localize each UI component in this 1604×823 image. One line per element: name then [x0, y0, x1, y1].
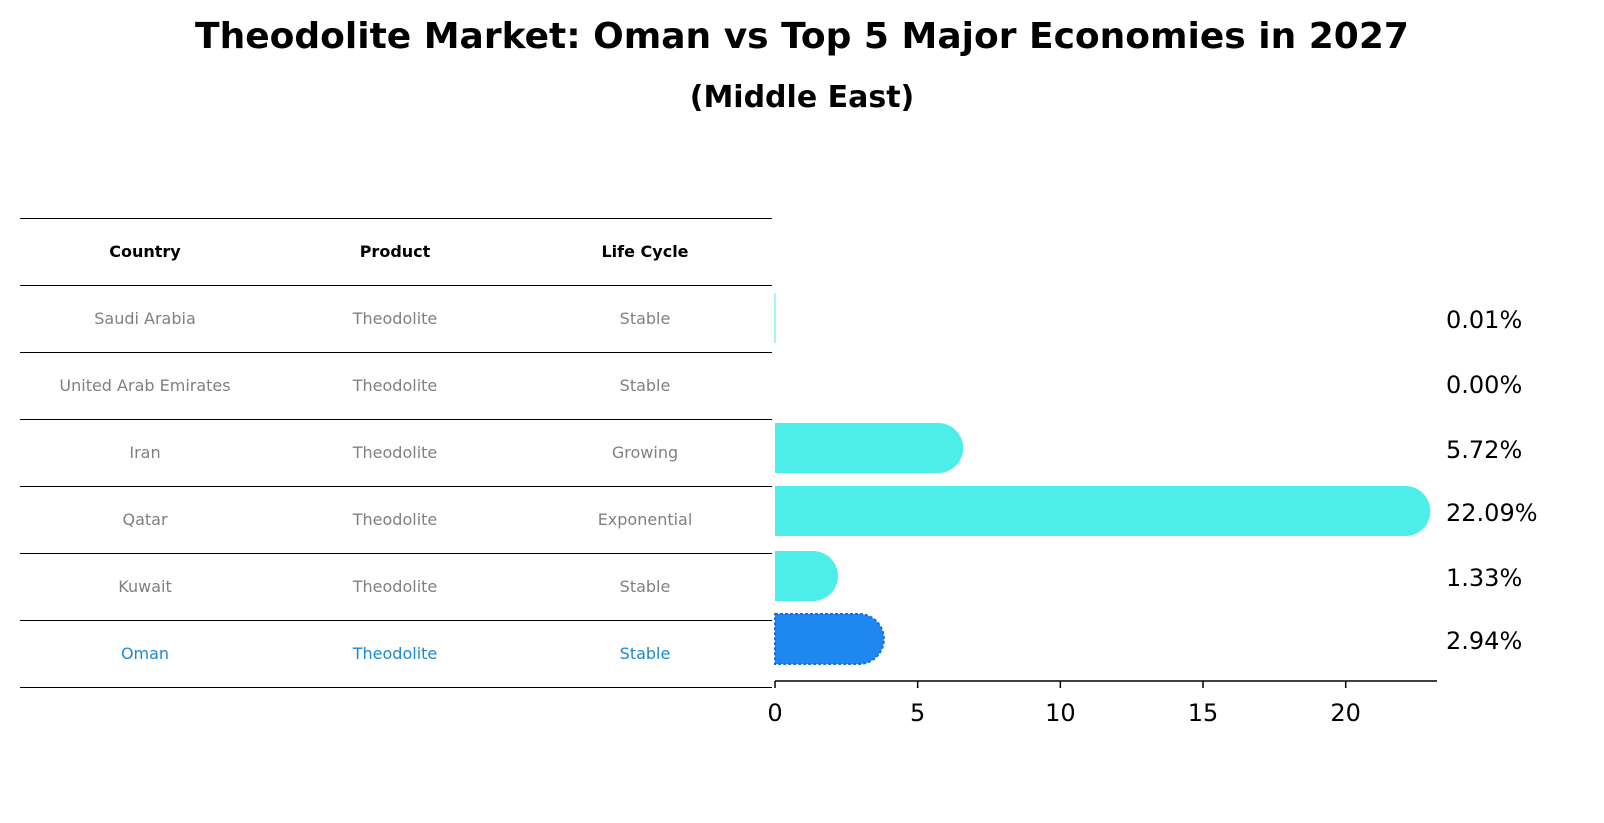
cell-product: Theodolite — [352, 443, 438, 462]
x-tick-label: 15 — [1188, 699, 1219, 727]
bar — [775, 551, 838, 601]
data-table: Country Product Life Cycle Saudi Arabia … — [20, 218, 772, 688]
value-label: 2.94% — [1446, 627, 1522, 655]
table-row: United Arab Emirates Theodolite Stable — [20, 352, 772, 419]
cell-life-cycle: Stable — [619, 577, 671, 596]
cell-life-cycle: Growing — [611, 443, 679, 462]
x-tick-label: 5 — [910, 699, 925, 727]
cell-life-cycle: Stable — [619, 644, 671, 663]
cell-product: Theodolite — [352, 577, 438, 596]
cell-life-cycle: Exponential — [597, 510, 693, 529]
bar — [774, 613, 885, 665]
header-life-cycle: Life Cycle — [601, 242, 689, 261]
chart-title: Theodolite Market: Oman vs Top 5 Major E… — [195, 16, 1409, 57]
cell-country: United Arab Emirates — [59, 376, 231, 395]
table-row: Qatar Theodolite Exponential — [20, 486, 772, 553]
cell-country: Kuwait — [118, 577, 172, 596]
table-row-highlighted: Oman Theodolite Stable — [20, 620, 772, 688]
cell-country: Oman — [120, 644, 170, 663]
table-row: Saudi Arabia Theodolite Stable — [20, 285, 772, 352]
chart-subtitle: (Middle East) — [689, 80, 915, 115]
cell-product: Theodolite — [352, 644, 438, 663]
cell-product: Theodolite — [352, 510, 438, 529]
cell-life-cycle: Stable — [619, 376, 671, 395]
x-tick-label: 20 — [1330, 699, 1361, 727]
x-tick-label: 10 — [1045, 699, 1076, 727]
value-label: 0.00% — [1446, 371, 1522, 399]
cell-country: Iran — [129, 443, 161, 462]
value-label: 5.72% — [1446, 436, 1522, 464]
cell-product: Theodolite — [352, 309, 438, 328]
header-country: Country — [109, 242, 181, 261]
value-label: 0.01% — [1446, 306, 1522, 334]
cell-country: Qatar — [122, 510, 168, 529]
cell-product: Theodolite — [352, 376, 438, 395]
table-row: Kuwait Theodolite Stable — [20, 553, 772, 620]
bar — [775, 486, 1431, 536]
cell-life-cycle: Stable — [619, 309, 671, 328]
table-row: Iran Theodolite Growing — [20, 419, 772, 486]
table-header-row: Country Product Life Cycle — [20, 218, 772, 285]
x-tick-label: 0 — [767, 699, 782, 727]
bar — [775, 423, 964, 473]
cell-country: Saudi Arabia — [94, 309, 196, 328]
value-label: 22.09% — [1446, 499, 1538, 527]
value-label: 1.33% — [1446, 564, 1522, 592]
header-product: Product — [359, 242, 431, 261]
